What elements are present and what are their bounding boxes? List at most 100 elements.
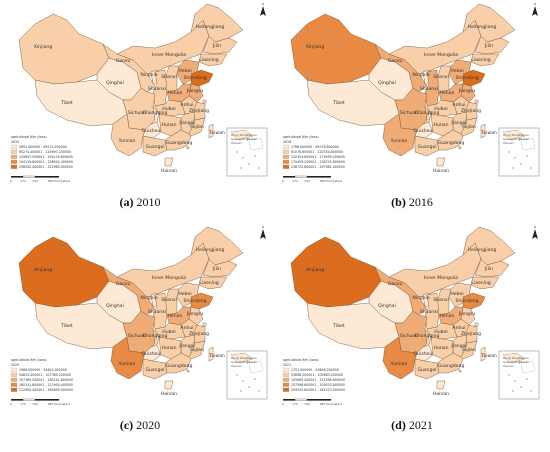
province-label: Heilongjiang — [468, 24, 497, 30]
province-label: Hunan — [433, 122, 448, 128]
svg-text:170: 170 — [20, 402, 26, 406]
map-panel-2021: Xinjiang Tibet Qinghai Gansu Inner Mongolia H… — [277, 223, 547, 438]
province-label: Chongqing — [415, 333, 440, 339]
legend-swatch — [282, 149, 290, 154]
province-inner-mongolia — [388, 19, 482, 75]
inset-label: Taiwan — [246, 137, 257, 141]
province-label: Zhejiang — [461, 331, 481, 337]
province-label: Anhui — [180, 102, 193, 108]
legend-range: 238725.600001 - 297981.000000 — [291, 165, 345, 169]
province-label: Hubei — [162, 106, 175, 112]
province-shanghai — [202, 99, 207, 104]
province-label: Shandong — [455, 75, 478, 81]
legend-range: 129697.200001 - 194119.800000 — [19, 155, 73, 159]
province-label: Fujian — [462, 347, 476, 353]
inset-label: Macau — [247, 133, 257, 137]
province-jiangsu — [188, 83, 204, 103]
province-label: Gansu — [116, 58, 131, 64]
province-label: Inner Mongolia — [424, 275, 458, 281]
province-label: Liaoning — [199, 280, 219, 286]
province-hainan — [436, 380, 446, 390]
legend-swatch — [10, 387, 18, 392]
legend-range: 1753.000000 - 53898.200000 — [291, 368, 339, 372]
legend-swatch — [10, 372, 18, 377]
province-label: Shaanxi — [148, 309, 166, 315]
inset-label: Macau — [247, 356, 257, 360]
legend-range: 194119.800001 - 258542.400000 — [19, 160, 73, 164]
legend-range: 1766.000000 - 61076.600000 — [291, 145, 339, 149]
province-label: Guangxi — [417, 367, 436, 373]
province-label: Chongqing — [143, 110, 168, 116]
legend-range: 157598.600001 - 209533.800000 — [291, 383, 345, 387]
province-label: Yunnan — [390, 361, 408, 367]
inset-label: Macau — [519, 133, 529, 137]
province-label: Guangdong — [438, 363, 465, 369]
map-panel-2010: Xinjiang Tibet Qinghai Gansu Inner Mongolia H… — [5, 0, 275, 215]
province-label: Xinjiang — [306, 44, 325, 50]
province-label: Qinghai — [106, 303, 124, 309]
scale-bar: 0 170 340 680 Kilometers — [282, 398, 343, 406]
province-label: Shanxi — [161, 297, 177, 303]
province-label: Ningxia — [412, 72, 430, 78]
province-label: Shanxi — [433, 74, 449, 80]
north-arrow: N — [260, 2, 266, 16]
province-inner-mongolia — [116, 242, 210, 298]
scale-bar: 0 170 340 680 Kilometers — [10, 398, 71, 406]
province-label: Yunnan — [390, 138, 408, 144]
legend-year: 2016 — [283, 140, 291, 144]
province-label: Gansu — [388, 58, 403, 64]
province-xinjiang — [18, 13, 110, 85]
china-map: Xinjiang Tibet Qinghai Gansu Inner Mongolia H… — [282, 2, 540, 183]
province-guangdong — [436, 352, 464, 374]
province-xinjiang — [290, 236, 382, 308]
province-label: Tibet — [332, 323, 345, 329]
province-hong-kong — [186, 369, 190, 373]
legend-title: agricultural film (tons) — [11, 358, 47, 362]
province-label: Gansu — [388, 281, 403, 287]
province-hainan — [164, 380, 174, 390]
svg-text:680 Kilometers: 680 Kilometers — [48, 402, 71, 406]
legend-swatch — [282, 382, 290, 387]
province-jiangsu — [460, 83, 476, 103]
province-label: Sichuan — [400, 110, 418, 116]
province-jilin — [474, 258, 510, 278]
province-label: Taiwan — [480, 130, 497, 136]
province-label: Henan — [168, 90, 183, 96]
province-jiangsu — [460, 306, 476, 326]
province-label: Jiangsu — [458, 88, 476, 94]
province-jilin — [202, 258, 238, 278]
inset-label: Hainan — [231, 364, 242, 368]
province-label: Jilin — [212, 43, 221, 49]
province-inner-mongolia — [388, 242, 482, 298]
legend-swatch — [282, 159, 290, 164]
inset-label: Hainan — [503, 141, 514, 145]
svg-text:340: 340 — [304, 402, 310, 406]
province-heilongjiang — [190, 3, 244, 43]
province-label: Tibet — [60, 323, 73, 329]
province-label: Zhejiang — [189, 108, 209, 114]
province-label: Ningxia — [412, 295, 430, 301]
province-shanghai — [202, 322, 207, 327]
panel-caption: (a) 2010 — [119, 195, 161, 209]
province-jilin — [202, 35, 238, 55]
province-label: Zhejiang — [461, 108, 481, 114]
legend-swatch — [10, 377, 18, 382]
legend-swatch — [282, 377, 290, 382]
province-label: Gansu — [116, 281, 131, 287]
legend-range: 107365.200001 - 160141.800000 — [19, 378, 73, 382]
province-label: Xinjiang — [34, 267, 53, 273]
province-guangdong — [164, 129, 192, 151]
panel-caption: (d) 2021 — [391, 418, 433, 432]
province-label: Jilin — [484, 43, 493, 49]
legend-swatch — [282, 372, 290, 377]
svg-text:340: 340 — [32, 179, 38, 183]
province-label: Taiwan — [208, 130, 225, 136]
province-label: Guangdong — [166, 140, 193, 146]
province-label: Inner Mongolia — [152, 52, 186, 58]
china-map: Xinjiang Tibet Qinghai Gansu Inner Mongolia H… — [282, 225, 540, 406]
svg-text:340: 340 — [304, 179, 310, 183]
province-label: Inner Mongolia — [424, 52, 458, 58]
legend-swatch — [10, 149, 18, 154]
province-label: Guangdong — [438, 140, 465, 146]
